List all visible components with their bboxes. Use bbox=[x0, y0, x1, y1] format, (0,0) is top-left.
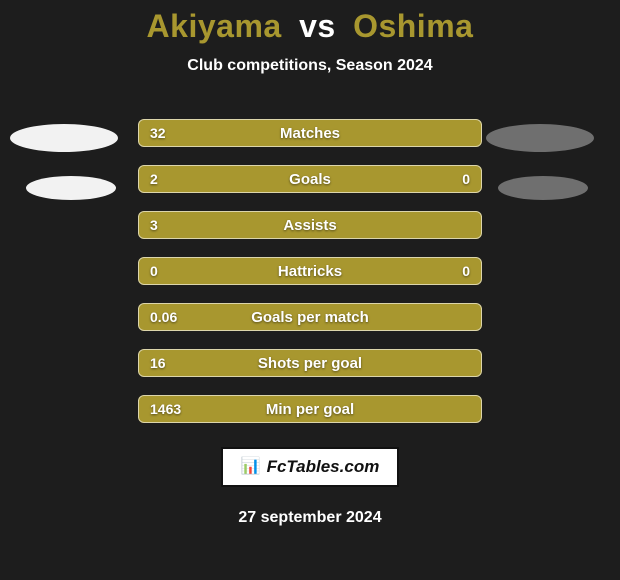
stat-row: Goals per match0.06 bbox=[138, 303, 482, 331]
stat-value-player1: 1463 bbox=[138, 395, 193, 423]
page-title: Akiyama vs Oshima bbox=[147, 8, 474, 45]
chart-icon: 📊 bbox=[241, 459, 261, 475]
stat-value-player1: 2 bbox=[138, 165, 170, 193]
comparison-card: Akiyama vs Oshima Club competitions, Sea… bbox=[0, 0, 620, 580]
stat-label: Hattricks bbox=[138, 257, 482, 285]
stat-row: Goals2 0 bbox=[138, 165, 482, 193]
title-vs: vs bbox=[299, 8, 336, 44]
stat-label: Matches bbox=[138, 119, 482, 147]
stat-label: Shots per goal bbox=[138, 349, 482, 377]
stat-value-player2: 0 bbox=[450, 257, 482, 285]
stat-value-player1: 0 bbox=[138, 257, 170, 285]
stat-value-player1: 0.06 bbox=[138, 303, 189, 331]
stats-container: Matches32Goals20Assists3Hattricks00Goals… bbox=[138, 119, 482, 423]
decor-ellipse-right-1 bbox=[486, 124, 594, 152]
decor-ellipse-right-2 bbox=[498, 176, 588, 200]
stat-value-player2: 0 bbox=[450, 165, 482, 193]
title-player2: Oshima bbox=[353, 8, 473, 44]
title-player1: Akiyama bbox=[147, 8, 282, 44]
stat-row: Shots per goal16 bbox=[138, 349, 482, 377]
stat-label: Goals per match bbox=[138, 303, 482, 331]
stat-value-player1: 3 bbox=[138, 211, 170, 239]
decor-ellipse-left-2 bbox=[26, 176, 116, 200]
snapshot-date: 27 september 2024 bbox=[238, 509, 381, 527]
subtitle: Club competitions, Season 2024 bbox=[187, 57, 432, 75]
decor-ellipse-left-1 bbox=[10, 124, 118, 152]
stat-row: Min per goal1463 bbox=[138, 395, 482, 423]
stat-value-player1: 16 bbox=[138, 349, 178, 377]
stat-label: Assists bbox=[138, 211, 482, 239]
stat-value-player1: 32 bbox=[138, 119, 178, 147]
stat-row: Matches32 bbox=[138, 119, 482, 147]
stat-row: Hattricks0 0 bbox=[138, 257, 482, 285]
source-name: FcTables.com bbox=[267, 457, 380, 477]
source-logo: 📊 FcTables.com bbox=[221, 447, 400, 487]
stat-label: Goals bbox=[138, 165, 482, 193]
stat-row: Assists3 bbox=[138, 211, 482, 239]
